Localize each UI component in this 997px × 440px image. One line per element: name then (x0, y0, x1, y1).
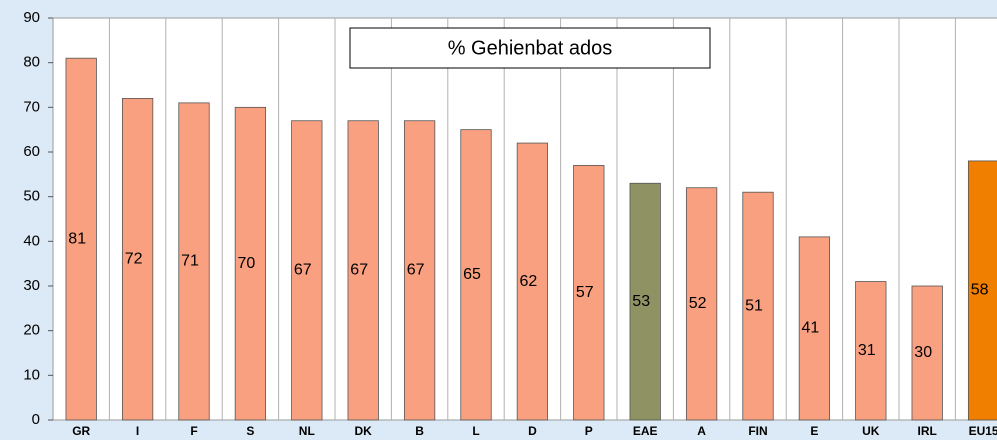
x-tick-label: D (528, 424, 537, 438)
bar (685, 187, 718, 421)
value-label: 70 (238, 255, 256, 272)
x-tick-label: F (190, 424, 197, 438)
x-tick-label: FIN (748, 424, 767, 438)
bar (65, 57, 97, 421)
x-tick-label: NL (299, 424, 315, 438)
x-tick-label: A (697, 424, 706, 438)
value-label: 67 (407, 262, 425, 279)
value-label: 81 (68, 230, 86, 247)
x-tick-label: E (810, 424, 818, 438)
x-tick-label: DK (355, 424, 373, 438)
bar (629, 182, 661, 421)
value-label: 53 (632, 293, 650, 310)
x-tick-label: UK (862, 424, 880, 438)
bar (967, 160, 997, 421)
bar (742, 191, 774, 421)
value-label: 52 (689, 295, 707, 312)
value-label: 57 (576, 284, 594, 301)
value-label: 31 (858, 342, 876, 359)
value-label: 41 (802, 320, 820, 337)
y-tick-label: 20 (23, 322, 40, 339)
y-tick-label: 0 (32, 411, 40, 428)
x-tick-label: B (415, 424, 424, 438)
bar (178, 102, 210, 421)
y-tick-label: 50 (23, 188, 40, 205)
x-tick-label: EU15 (969, 424, 997, 438)
x-tick-label: P (585, 424, 593, 438)
value-label: 67 (294, 262, 312, 279)
bar (121, 98, 154, 421)
x-tick-label: EAE (633, 424, 658, 438)
value-label: 71 (181, 253, 199, 270)
y-tick-label: 90 (23, 9, 40, 26)
bar (234, 106, 267, 421)
y-tick-label: 60 (23, 143, 40, 160)
bar (516, 142, 549, 421)
x-tick-label: IRL (918, 424, 937, 438)
value-label: 51 (745, 297, 763, 314)
bar (855, 281, 887, 421)
bar (347, 120, 379, 421)
value-label: 58 (971, 282, 989, 299)
bar (911, 285, 943, 421)
chart-title: % Gehienbat ados (448, 37, 613, 59)
bar (460, 129, 492, 421)
value-label: 65 (463, 266, 481, 283)
bar (291, 120, 323, 421)
title-box (349, 27, 711, 69)
value-label: 67 (350, 262, 368, 279)
x-tick-label: L (472, 424, 479, 438)
x-tick-label: I (136, 424, 139, 438)
x-tick-label: GR (72, 424, 90, 438)
y-tick-label: 30 (23, 277, 40, 294)
y-tick-label: 70 (23, 98, 40, 115)
value-label: 72 (125, 250, 143, 267)
y-tick-label: 40 (23, 232, 40, 249)
x-tick-label: S (246, 424, 254, 438)
value-label: 62 (520, 273, 538, 290)
value-label: 30 (914, 344, 932, 361)
y-tick-label: 10 (23, 366, 40, 383)
bar (573, 164, 605, 421)
bar (798, 236, 831, 421)
bar (403, 120, 436, 421)
y-tick-label: 80 (23, 54, 40, 71)
